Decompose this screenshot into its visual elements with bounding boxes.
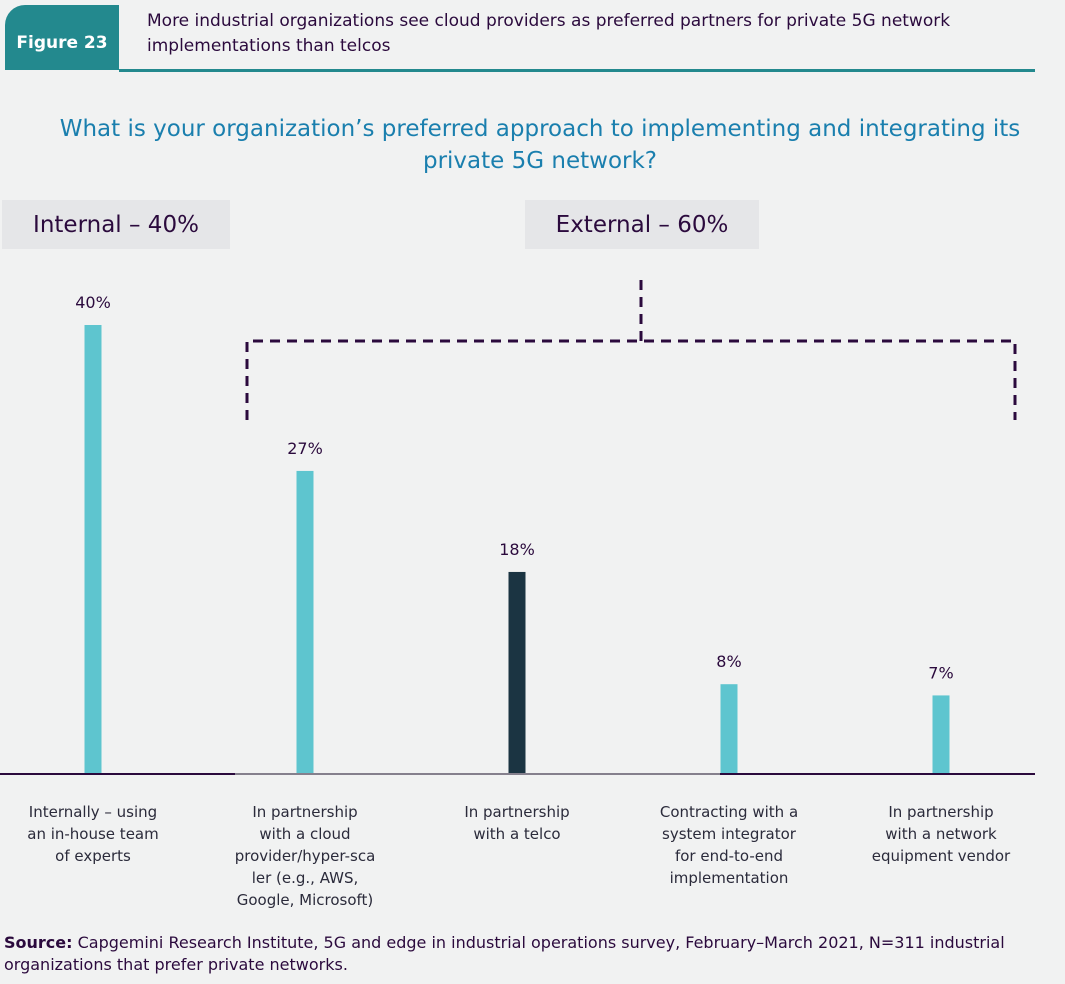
- category-label-line: with a telco: [473, 825, 561, 843]
- external-bracket-line: [245, 276, 1017, 420]
- category-label: In partnership with a telco: [432, 801, 602, 845]
- bar-4: [932, 695, 950, 774]
- bar-value-label: 7%: [928, 663, 953, 682]
- category-label-line: with a cloud: [259, 825, 351, 843]
- source-note: Source: Capgemini Research Institute, 5G…: [4, 932, 1064, 976]
- title-underline: [119, 69, 1035, 72]
- figure-number-tab: Figure 23: [5, 5, 119, 70]
- category-label-line: Internally – using: [28, 803, 158, 821]
- category-label-line: system integrator: [662, 825, 796, 843]
- external-group-label: External – 60%: [525, 200, 759, 249]
- bar-2: [508, 571, 526, 774]
- bar-value-label: 40%: [75, 293, 111, 312]
- chart-title: What is your organization’s preferred ap…: [59, 116, 1021, 174]
- category-label: Internally – using an in-house team of exp…: [8, 801, 178, 867]
- figure-title: More industrial organizations see cloud …: [147, 11, 951, 56]
- category-label-line: implementation: [669, 869, 789, 887]
- category-label-line: of experts: [55, 847, 131, 865]
- category-label-line: ler (e.g., AWS,: [251, 869, 359, 887]
- bar-1: [296, 470, 314, 774]
- category-label-line: In partnership: [252, 803, 358, 821]
- bar-value-label: 8%: [716, 652, 741, 671]
- category-label-line: provider/hyper-sca: [234, 847, 376, 865]
- category-label-line: with a network: [885, 825, 997, 843]
- bar-0: [84, 325, 102, 774]
- category-label-line: Contracting with a: [659, 803, 799, 821]
- bar-value-label: 27%: [287, 439, 323, 458]
- figure-number: Figure 23: [16, 32, 108, 53]
- category-label: In partnership with a network equipment ve…: [856, 801, 1026, 867]
- category-label-line: In partnership: [464, 803, 570, 821]
- category-label: Contracting with a system integrator for e…: [644, 801, 814, 889]
- category-label: In partnership with a cloud provider/hyper…: [220, 801, 390, 911]
- category-label-line: equipment vendor: [871, 847, 1011, 865]
- bar-value-label: 18%: [499, 540, 535, 559]
- category-label-line: Google, Microsoft): [236, 891, 374, 909]
- source-prefix: Source:: [4, 933, 73, 952]
- source-text: Capgemini Research Institute, 5G and edg…: [4, 933, 1005, 974]
- category-label-line: an in-house team: [27, 825, 159, 843]
- external-group-bracket: [245, 276, 1017, 420]
- bar-3: [720, 684, 738, 774]
- category-label-line: for end-to-end: [674, 847, 784, 865]
- category-label-line: In partnership: [888, 803, 994, 821]
- internal-group-label: Internal – 40%: [2, 200, 230, 249]
